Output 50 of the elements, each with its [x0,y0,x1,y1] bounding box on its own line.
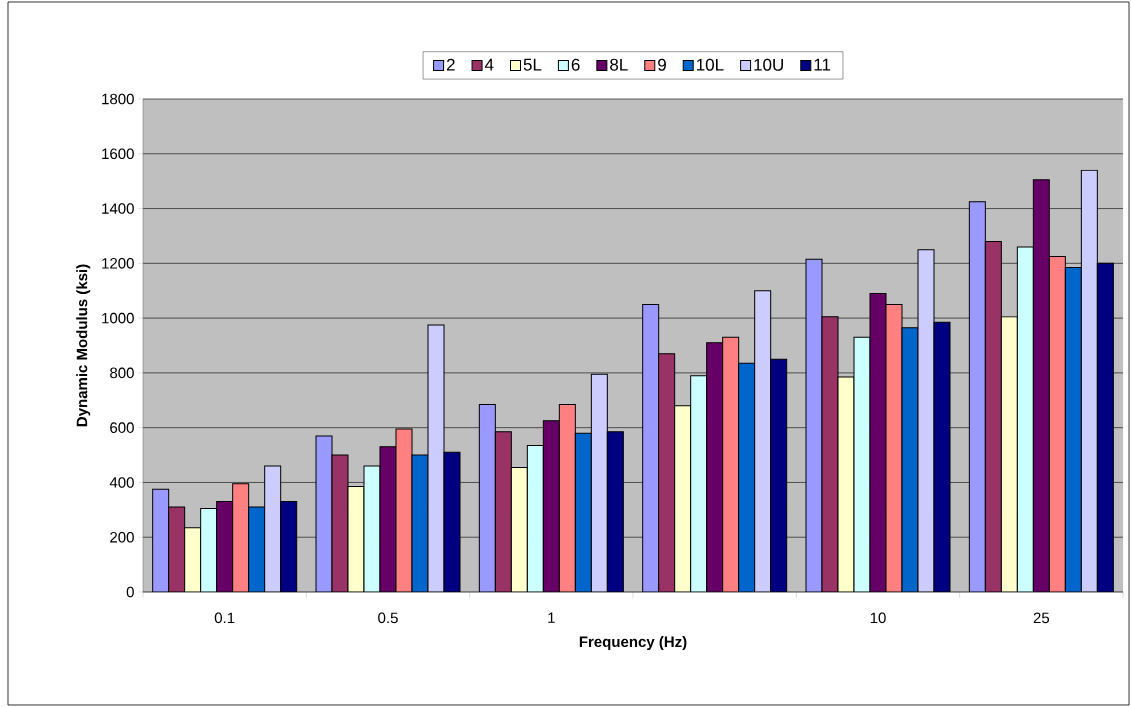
bar [706,342,724,592]
y-tick-label: 400 [109,477,134,488]
legend-label: 11 [814,58,831,71]
x-tick-label: 10 [870,612,886,624]
bar [152,488,170,592]
y-tick-label: 600 [110,422,134,433]
bar [542,420,560,592]
legend-label: 9 [658,58,666,71]
bar [1032,179,1050,592]
y-tick-label: 1400 [102,203,134,214]
legend-label: 8L [610,58,628,71]
bar [738,362,756,592]
bar [770,358,788,592]
legend-label: 4 [484,58,494,71]
bar [674,405,692,592]
y-axis-title: Dynamic Modulus (ksi) [76,264,91,427]
x-tick-label: 0.5 [378,612,398,624]
bar [510,466,528,592]
y-tick-label: 0 [126,586,134,598]
legend-label: 10U [754,58,783,71]
bar [216,501,234,592]
y-tick-label: 1600 [102,148,134,160]
bar [494,431,512,592]
legend-label: 2 [446,58,455,71]
legend-label: 10L [697,58,724,71]
bar [478,403,496,592]
bar [984,240,1002,592]
bar [1096,262,1114,592]
bar [968,201,986,592]
bar [642,303,660,592]
bar [168,506,186,592]
y-tick-label: 1800 [102,93,134,105]
bar [606,431,624,592]
bar [1000,316,1018,592]
y-tick-label: 1200 [102,258,134,269]
bar [574,432,592,592]
x-tick-label: 25 [1033,612,1050,624]
bar [658,353,676,592]
bar [248,506,266,592]
x-axis-title: Frequency (Hz) [579,636,687,650]
legend-label: 5L [523,58,542,71]
y-tick-label: 200 [110,531,134,543]
x-tick-label: 0.1 [214,612,235,624]
bar [280,501,298,592]
y-tick-label: 1000 [102,312,134,324]
x-tick-label: 1 [548,612,555,623]
bar [1064,266,1082,592]
bar [184,527,202,592]
y-tick-label: 800 [110,367,134,379]
legend-label: 6 [571,58,580,71]
